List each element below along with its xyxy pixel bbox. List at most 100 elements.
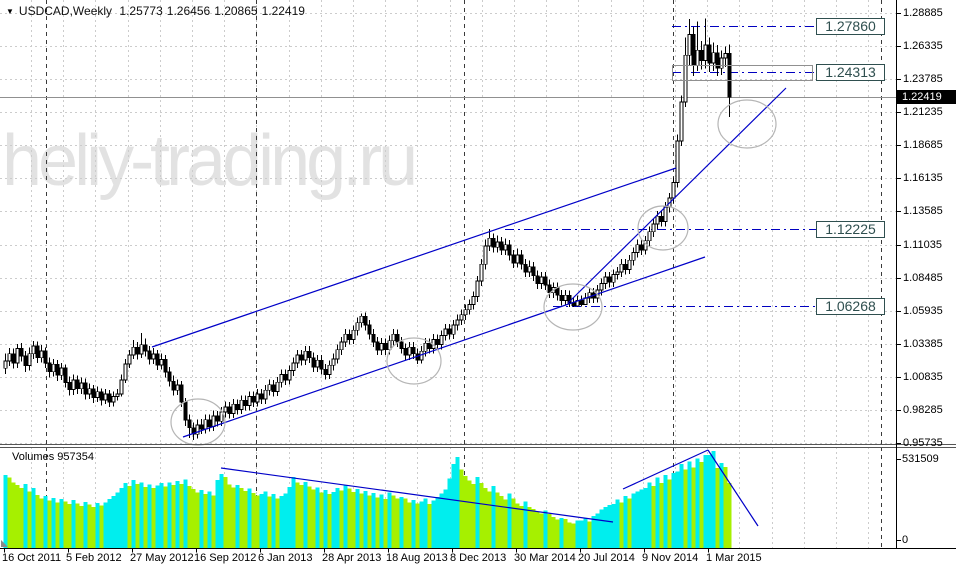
candle [47,357,52,378]
candle-body [323,368,328,375]
date-tick-label: 20 Jul 2014 [578,552,635,564]
candle-body [379,343,384,351]
volume-bar [187,485,192,548]
candle [247,391,252,411]
price-level-tag[interactable]: 1.12225 [816,220,885,238]
volume-bar [55,502,60,548]
candle [107,389,112,408]
candle [279,369,284,388]
volume-bar [427,504,432,548]
candle [307,346,312,363]
volume-bar [475,476,480,548]
candle [675,134,680,188]
candle-body [51,363,56,373]
candle-body [531,266,536,277]
volume-bar [615,499,620,548]
candle-body [347,333,352,341]
chart-grid [0,0,896,548]
candle-body [155,353,160,366]
candle [723,46,728,68]
ohlc-low: 1.20865 [214,4,258,18]
candle-body [291,362,296,371]
candle-body [215,415,220,422]
volume-bar [415,503,420,548]
candle-body [19,348,24,357]
candle [351,325,356,345]
price-level-tag[interactable]: 1.06268 [816,297,885,315]
volume-bar [315,487,320,548]
candle-body [399,341,404,349]
price-level-tag[interactable]: 1.27860 [816,17,885,35]
analysis-ellipse [717,99,777,149]
candle [507,239,512,261]
candle [123,358,128,384]
volume-bar [47,500,52,548]
volume-bar [231,487,236,548]
candle-body [355,322,360,331]
candle [503,238,508,256]
volume-bar [191,489,196,548]
price-level-tag[interactable]: 1.24313 [816,63,885,81]
candle-body [519,254,524,265]
candle-body [319,359,324,370]
candle-body [95,391,100,399]
candle-body [11,353,16,364]
volume-bar [467,480,472,548]
volume-bar [239,488,244,548]
candle-body [339,341,344,351]
candle [411,342,416,359]
candle-body [275,381,280,392]
volume-bar [251,492,256,548]
candle-body [123,363,128,381]
volume-bar [199,489,204,548]
volume-bar [631,493,636,548]
candle-body [635,244,640,253]
candle [647,226,652,247]
candle-body [23,355,28,366]
analysis-box [672,65,813,81]
volume-bar [147,484,152,548]
symbol-dropdown-icon[interactable]: ▼ [6,7,14,16]
candle-body [607,276,612,283]
volume-bar [623,495,628,548]
volume-bar [99,505,104,548]
candle [327,360,332,380]
candle-body [131,346,136,356]
candle-body [335,349,340,360]
volume-bar [11,482,16,548]
price-level-lines [505,26,816,307]
analysis-ellipses [170,99,777,446]
candle [203,414,208,434]
candle [659,211,664,227]
candle-body [491,237,496,248]
volume-indicator-name: Volumes [12,451,55,463]
volume-bar [543,510,548,548]
candle-body [299,354,304,361]
candle-body [47,362,52,373]
candle [35,341,40,363]
candle [55,360,60,382]
volume-bar [319,492,324,548]
candle-body [511,254,516,264]
volume-bar [171,485,176,548]
volume-bar [595,513,600,548]
candle-body [311,357,316,368]
candle-body [251,396,256,403]
candle-body [27,353,32,366]
candle [651,218,656,237]
candle-body [315,359,320,368]
candle [379,338,384,355]
volume-bar [107,499,112,548]
volume-bar [183,479,188,548]
volume-bar [167,482,172,548]
volume-bar [131,480,136,548]
volume-bar [275,498,280,548]
candle-body [219,411,224,422]
candle-body [383,343,388,351]
volume-bar [7,477,12,548]
volume-bar [635,491,640,548]
candle [475,275,480,302]
candle-body [211,415,216,427]
candle-body [263,389,268,400]
